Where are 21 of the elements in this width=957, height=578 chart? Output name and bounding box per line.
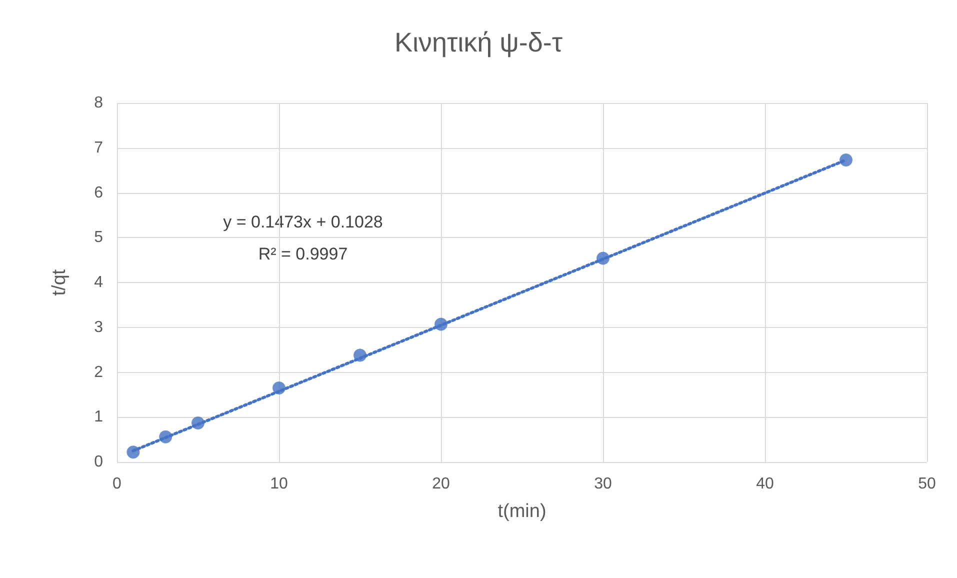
y-tick-label: 3 bbox=[94, 318, 104, 336]
chart-title: Κινητική ψ-δ-τ bbox=[394, 28, 563, 58]
y-tick-label: 8 bbox=[94, 94, 104, 112]
y-tick-label: 1 bbox=[94, 408, 104, 426]
y-axis-title: t/qt bbox=[49, 268, 70, 296]
y-tick-label: 7 bbox=[94, 139, 104, 156]
x-tick-label: 30 bbox=[594, 476, 612, 492]
point bbox=[840, 153, 852, 166]
x-axis-title: t(min) bbox=[498, 501, 546, 522]
x-tick-label: 10 bbox=[270, 476, 288, 492]
annotation: y = 0.1473x + 0.1028 bbox=[223, 212, 383, 232]
x-tick-label: 0 bbox=[112, 476, 122, 492]
x-tick-label: 50 bbox=[918, 476, 936, 492]
y-tick-label: 2 bbox=[94, 364, 104, 381]
y-tick-label: 5 bbox=[94, 229, 104, 246]
y-tick-label: 0 bbox=[94, 454, 104, 470]
y-tick-label: 6 bbox=[94, 184, 104, 202]
x-tick-label: 40 bbox=[756, 476, 774, 492]
y-tick-label: 4 bbox=[94, 274, 104, 291]
x-tick-label: 20 bbox=[432, 476, 450, 492]
annotation: R² = 0.9997 bbox=[258, 244, 348, 264]
